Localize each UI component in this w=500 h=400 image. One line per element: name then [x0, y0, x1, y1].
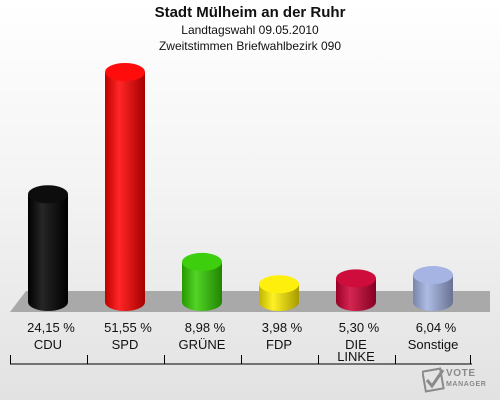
category-label-grüne: GRÜNE	[179, 337, 226, 352]
bar-top-fdp	[259, 275, 299, 294]
category-label-die-linke-2: LINKE	[337, 349, 375, 364]
bar-fdp	[259, 275, 299, 311]
category-label-cdu: CDU	[34, 337, 62, 352]
watermark-line2: MANAGER	[446, 381, 487, 388]
value-label-fdp: 3,98 %	[262, 320, 303, 335]
bar-top-cdu	[28, 185, 68, 204]
value-label-die-linke: 5,30 %	[339, 320, 380, 335]
value-label-spd: 51,55 %	[104, 320, 152, 335]
bar-spd	[105, 63, 145, 311]
watermark-line1: VOTE	[446, 368, 476, 379]
watermark-text: VOTE MANAGER	[446, 368, 486, 390]
checkmark-icon	[421, 367, 445, 393]
bar-body-grüne	[182, 261, 222, 311]
bar-body-die-linke	[336, 278, 376, 311]
bar-body-cdu	[28, 194, 68, 311]
bar-sonstige	[413, 266, 453, 311]
category-label-sonstige: Sonstige	[408, 337, 459, 352]
chart-subtitle-district: Zweitstimmen Briefwahlbezirk 090	[158, 39, 342, 53]
value-label-grüne: 8,98 %	[185, 320, 226, 335]
bar-cdu	[28, 185, 68, 311]
bar-die-linke	[336, 269, 376, 311]
bar-body-spd	[105, 72, 145, 311]
bar-body-sonstige	[413, 275, 453, 311]
category-label-fdp: FDP	[266, 337, 292, 352]
bar-top-sonstige	[413, 266, 453, 285]
bar-top-spd	[105, 63, 145, 81]
category-label-spd: SPD	[112, 337, 139, 352]
vote-manager-logo: VOTE MANAGER	[421, 366, 494, 396]
value-label-sonstige: 6,04 %	[416, 320, 457, 335]
category-label-die-linke-1: DIE	[345, 337, 367, 352]
value-label-cdu: 24,15 %	[27, 320, 75, 335]
chart-subtitle-election: Landtagswahl 09.05.2010	[181, 23, 319, 37]
bar-top-die-linke	[336, 269, 376, 288]
chart-title: Stadt Mülheim an der Ruhr	[154, 4, 346, 21]
bar-grüne	[182, 252, 222, 311]
bar-top-grüne	[182, 252, 222, 271]
